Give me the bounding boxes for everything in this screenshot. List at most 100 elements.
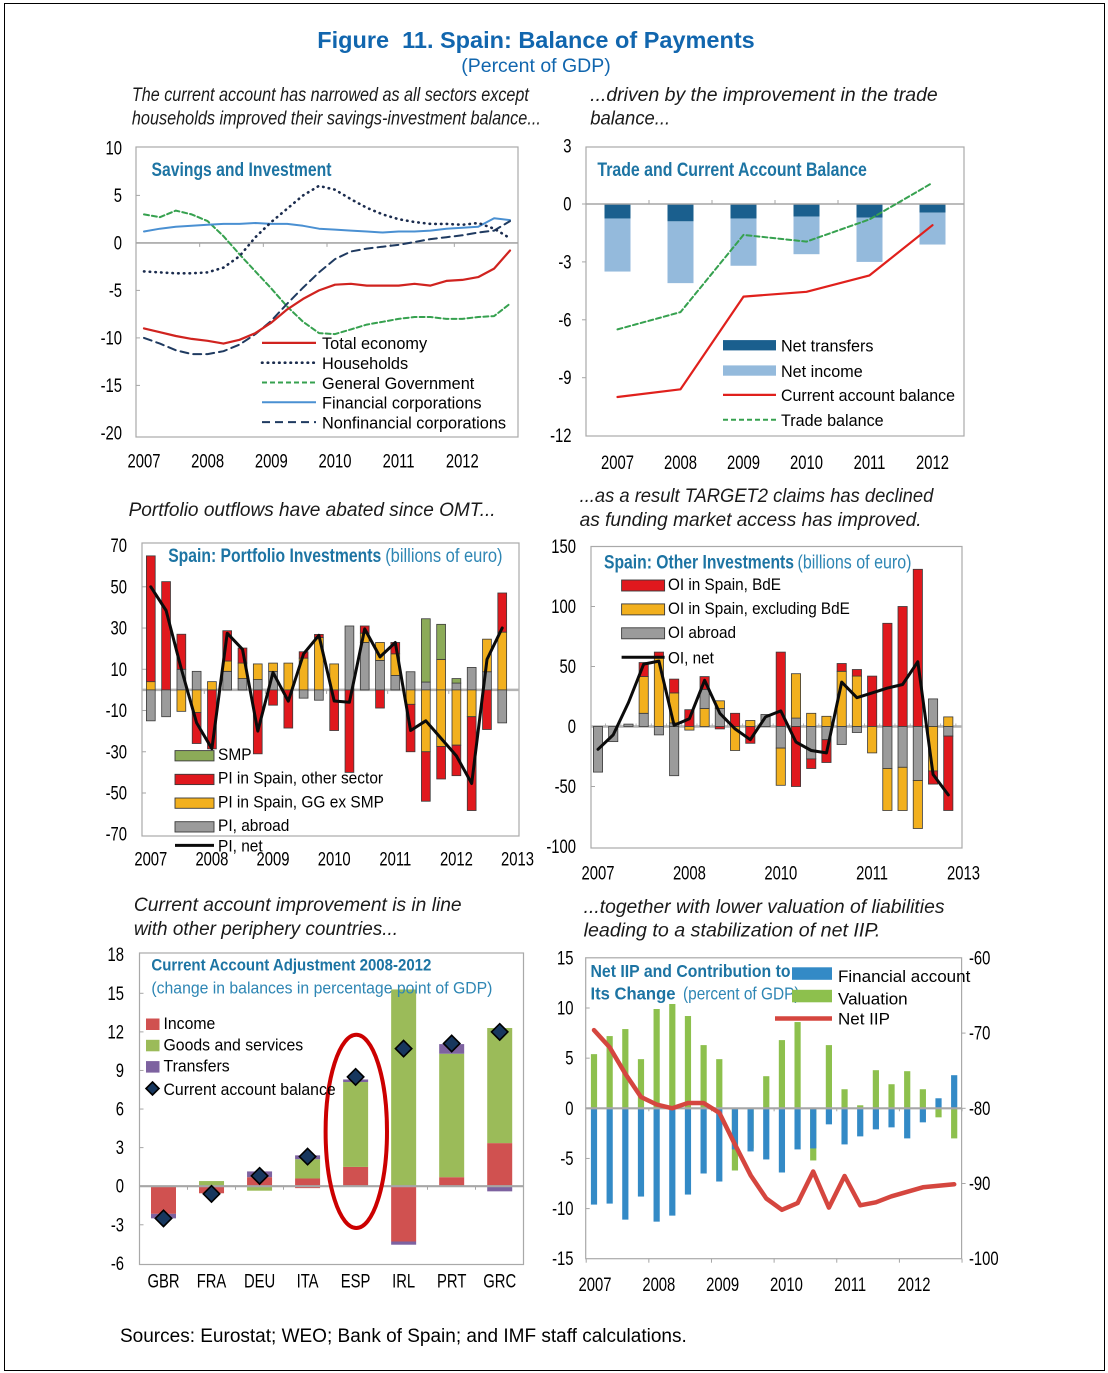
svg-text:-10: -10 [552,1198,573,1219]
svg-text:The current account has narrow: The current account has narrowed as all … [132,85,530,106]
svg-text:2007: 2007 [579,1274,612,1295]
svg-text:OI abroad: OI abroad [668,623,736,642]
svg-text:2012: 2012 [916,452,949,473]
svg-text:2008: 2008 [664,452,697,473]
svg-text:-15: -15 [552,1248,573,1269]
svg-text:Net transfers: Net transfers [781,336,873,355]
svg-text:PI in Spain, GG ex SMP: PI in Spain, GG ex SMP [218,793,384,812]
svg-text:Income: Income [164,1015,216,1034]
svg-text:GBR: GBR [147,1271,179,1292]
svg-text:Net IIP: Net IIP [838,1010,890,1029]
svg-text:PI, abroad: PI, abroad [218,816,289,835]
svg-text:Spain: Other Investments: Spain: Other Investments [604,552,794,574]
svg-text:-5: -5 [109,280,122,301]
svg-text:12: 12 [108,1022,124,1043]
svg-text:2009: 2009 [255,451,288,472]
svg-text:-10: -10 [106,700,127,721]
svg-text:...driven by the improvement: ...driven by the improvement in the trad… [590,85,938,106]
svg-text:3: 3 [563,136,571,157]
svg-text:PRT: PRT [437,1271,466,1292]
svg-text:Financial corporations: Financial corporations [322,393,482,412]
svg-text:...together with lower valuati: ...together with lower valuation of liab… [584,897,945,918]
svg-text:2010: 2010 [318,849,351,870]
svg-text:50: 50 [111,577,127,598]
svg-text:-60: -60 [969,948,990,969]
svg-text:OI in Spain, excluding BdE: OI in Spain, excluding BdE [668,599,850,618]
svg-text:OI in Spain, BdE: OI in Spain, BdE [668,575,781,594]
svg-text:Trade and Current Account Bala: Trade and Current Account Balance [597,159,867,181]
svg-text:0: 0 [114,233,122,254]
svg-text:-15: -15 [101,375,122,396]
svg-text:15: 15 [108,983,124,1004]
svg-text:2011: 2011 [834,1274,866,1295]
svg-text:2007: 2007 [128,451,161,472]
svg-text:3: 3 [116,1137,124,1158]
svg-text:Its Change: Its Change [591,984,676,1004]
svg-text:FRA: FRA [197,1271,227,1292]
svg-text:OI, net: OI, net [668,649,714,668]
svg-text:GRC: GRC [483,1271,516,1292]
svg-text:households improved their savi: households improved their savings-invest… [132,108,541,129]
svg-text:0: 0 [568,716,576,737]
svg-text:(billions of euro): (billions of euro) [385,545,502,567]
svg-text:balance...: balance... [590,108,670,129]
svg-text:(billions of euro): (billions of euro) [798,552,912,574]
svg-text:-3: -3 [558,252,571,273]
svg-text:2012: 2012 [898,1274,931,1295]
svg-text:Trade balance: Trade balance [781,410,884,429]
svg-text:2007: 2007 [582,863,615,884]
svg-text:100: 100 [551,596,576,617]
svg-text:2008: 2008 [673,863,706,884]
svg-text:2010: 2010 [790,452,823,473]
svg-text:-90: -90 [969,1173,990,1194]
svg-text:Financial account: Financial account [838,967,971,986]
svg-text:-100: -100 [546,836,576,857]
svg-text:2012: 2012 [446,451,479,472]
svg-text:50: 50 [560,656,576,677]
svg-text:2011: 2011 [379,849,411,870]
svg-text:-3: -3 [111,1215,124,1236]
svg-text:0: 0 [563,194,571,215]
svg-text:-70: -70 [969,1023,990,1044]
svg-text:2012: 2012 [440,849,473,870]
svg-text:6: 6 [116,1099,124,1120]
svg-text:with other periphery countries: with other periphery countries... [134,919,398,940]
svg-text:5: 5 [114,185,122,206]
svg-text:2011: 2011 [854,452,886,473]
svg-text:-10: -10 [101,328,122,349]
svg-text:Portfolio outflows have abated: Portfolio outflows have abated since OMT… [129,500,496,521]
svg-text:Total economy: Total economy [322,334,428,353]
svg-text:Savings and Investment: Savings and Investment [152,159,332,181]
svg-text:DEU: DEU [244,1271,275,1292]
svg-text:2010: 2010 [764,863,797,884]
svg-text:IRL: IRL [392,1271,415,1292]
svg-text:Goods and services: Goods and services [164,1036,304,1055]
svg-text:Current Account Adjustment 200: Current Account Adjustment 2008-2012 [151,956,431,975]
svg-text:-50: -50 [106,783,127,804]
svg-text:Transfers: Transfers [164,1057,230,1076]
svg-text:2008: 2008 [195,849,228,870]
svg-text:Net income: Net income [781,361,863,380]
svg-text:Valuation: Valuation [838,990,908,1009]
svg-text:15: 15 [557,948,573,969]
svg-text:2008: 2008 [642,1274,675,1295]
svg-text:9: 9 [116,1060,124,1081]
svg-text:2010: 2010 [319,451,352,472]
svg-text:2011: 2011 [383,451,415,472]
svg-text:-80: -80 [969,1098,990,1119]
svg-text:2009: 2009 [727,452,760,473]
svg-text:-5: -5 [560,1148,573,1169]
svg-text:Net IIP and Contribution to: Net IIP and Contribution to [591,961,791,981]
svg-text:150: 150 [551,536,576,557]
svg-text:10: 10 [106,138,122,159]
svg-text:...as a result TARGET2 claims: ...as a result TARGET2 claims has declin… [580,486,935,507]
svg-text:2009: 2009 [257,849,290,870]
svg-text:2009: 2009 [706,1274,739,1295]
svg-text:Households: Households [322,354,408,373]
svg-text:-70: -70 [106,824,127,845]
svg-text:PI, net: PI, net [218,837,263,856]
svg-text:-100: -100 [969,1248,999,1269]
svg-text:18: 18 [108,944,124,965]
svg-text:5: 5 [565,1048,573,1069]
svg-text:-9: -9 [558,367,571,388]
